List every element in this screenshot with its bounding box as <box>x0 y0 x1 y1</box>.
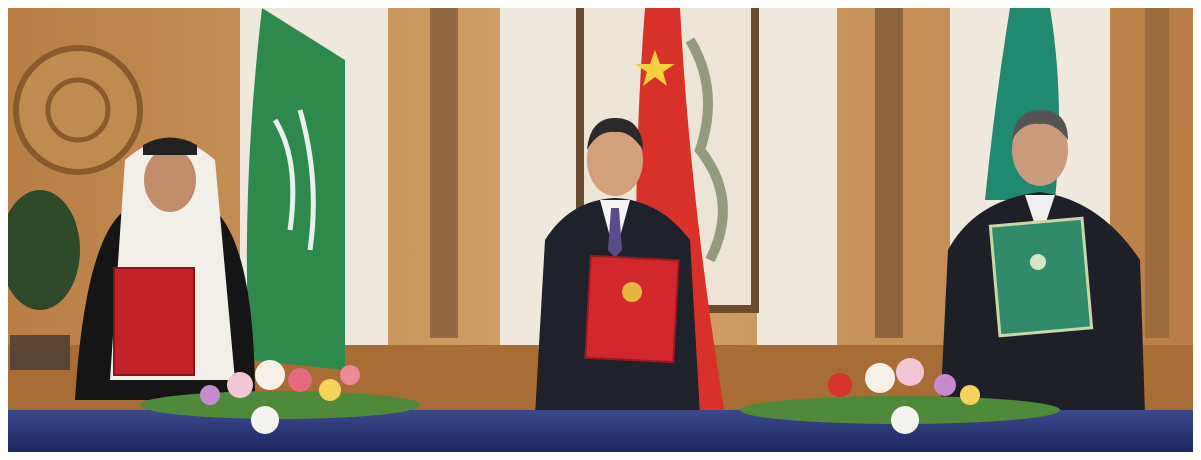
painting-brush <box>685 37 728 263</box>
person-face <box>144 148 196 212</box>
flag-china-star <box>635 50 675 86</box>
person-face <box>587 124 643 196</box>
person-tie <box>608 208 622 258</box>
person-hair <box>587 118 643 150</box>
folder-emblem <box>622 282 642 302</box>
ornament <box>13 45 143 175</box>
person-face <box>1012 114 1068 186</box>
ornament <box>45 77 111 143</box>
person-shirt <box>1025 195 1055 240</box>
folder-green <box>988 216 1094 338</box>
folder-emblem <box>1030 254 1046 270</box>
plant-pot <box>10 335 70 370</box>
folder-red <box>113 267 195 376</box>
flowers-left <box>140 360 420 434</box>
wall-panel <box>757 8 837 348</box>
folder-red <box>584 254 680 364</box>
person-agal <box>143 137 197 155</box>
flowers-right <box>740 358 1060 434</box>
wood-stripe <box>875 8 903 338</box>
scene <box>8 8 1193 452</box>
wood-stripe <box>1145 8 1169 338</box>
flag-saudi <box>246 8 345 370</box>
wood-stripe <box>430 8 458 338</box>
person-hair <box>1012 110 1068 140</box>
plant <box>8 190 80 310</box>
flag-saudi-script <box>272 109 316 251</box>
